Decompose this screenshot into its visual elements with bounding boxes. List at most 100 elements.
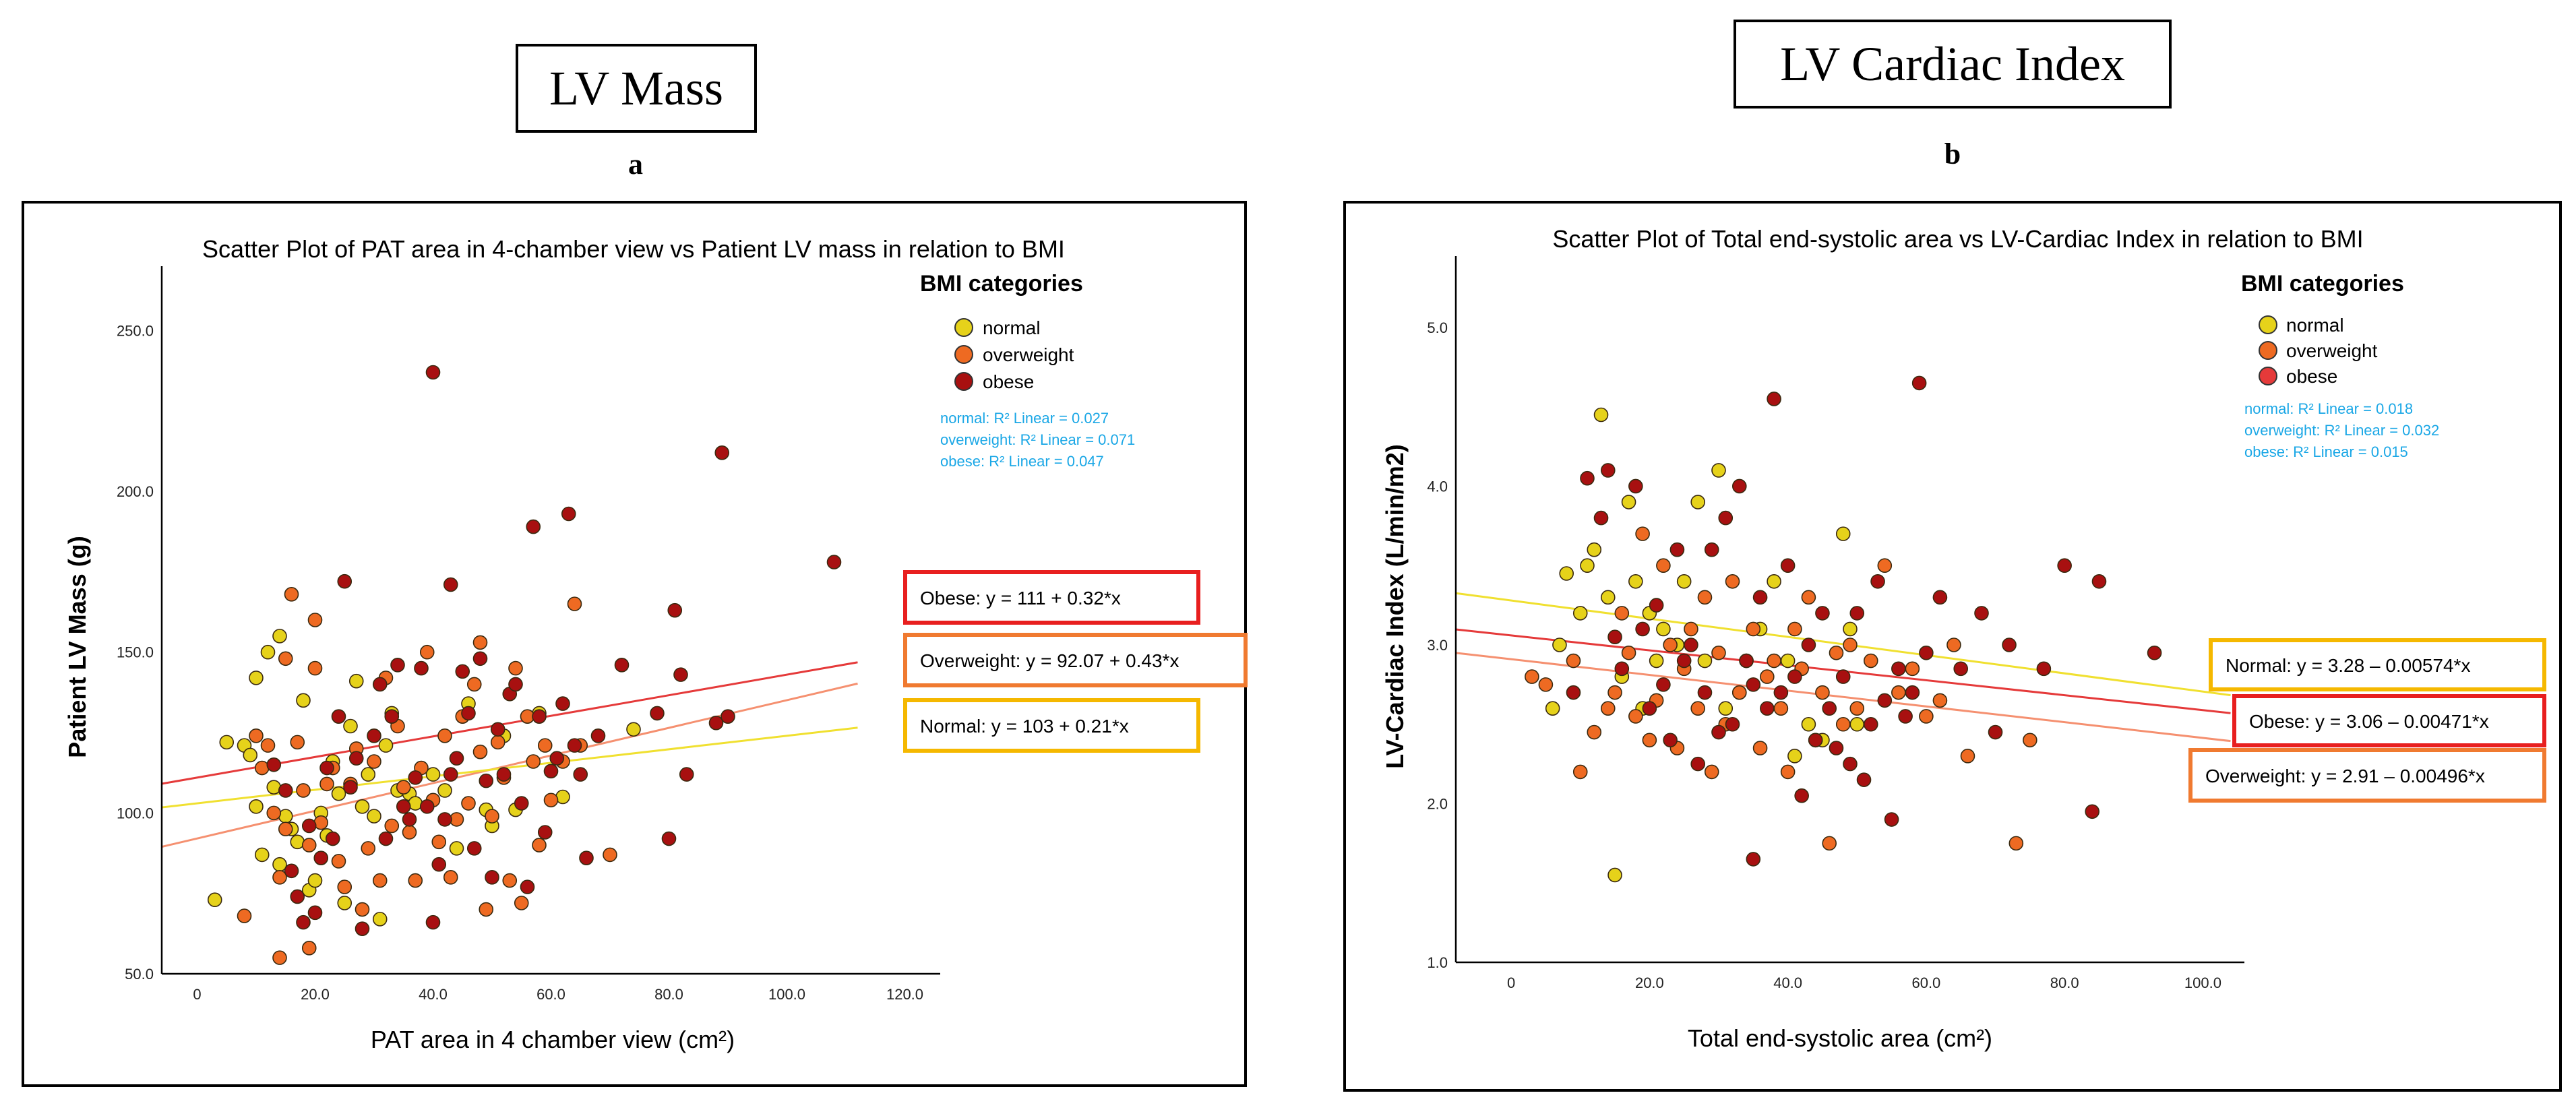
plot-b-legend-title: BMI categories xyxy=(2241,271,2404,297)
plot-a-eq-obese: Obese: y = 111 + 0.32*x xyxy=(920,588,1121,609)
plot-b-r2-overweight: overweight: R² Linear = 0.032 xyxy=(2244,422,2439,439)
plot-b-eq-normal: Normal: y = 3.28 – 0.00574*x xyxy=(2226,655,2470,676)
b-point-obese xyxy=(1856,772,1872,787)
plot-a-r2-overweight: overweight: R² Linear = 0.071 xyxy=(940,431,1135,448)
a-point-obese xyxy=(614,658,630,673)
a-point-obese xyxy=(284,863,299,879)
b-point-overweight xyxy=(1566,653,1581,669)
a-point-obese xyxy=(331,709,346,724)
plot-b-r2-obese: obese: R² Linear = 0.015 xyxy=(2244,443,2408,460)
a-point-obese xyxy=(520,879,535,894)
a-point-normal xyxy=(307,873,323,888)
a-point-obese xyxy=(532,709,547,724)
b-x-tick-label: 0 xyxy=(1507,974,1515,991)
a-point-overweight xyxy=(266,805,282,821)
b-point-obese xyxy=(1780,558,1796,573)
a-point-overweight xyxy=(301,838,317,852)
a-y-tick-label: 50.0 xyxy=(125,966,154,983)
b-point-normal xyxy=(1676,573,1692,589)
a-point-obese xyxy=(390,658,405,673)
a-point-overweight xyxy=(443,870,458,885)
plot-b-points xyxy=(1525,375,2162,883)
a-point-obese xyxy=(408,770,423,785)
a-point-obese xyxy=(714,445,730,460)
a-point-overweight xyxy=(361,841,376,856)
b-point-obese xyxy=(1725,716,1740,732)
b-point-overweight xyxy=(1731,685,1747,700)
b-point-overweight xyxy=(1538,677,1554,692)
a-point-obese xyxy=(461,706,476,721)
b-point-normal xyxy=(1767,573,1781,589)
a-point-obese xyxy=(419,799,435,814)
b-point-obese xyxy=(1649,598,1664,613)
b-point-obese xyxy=(1905,685,1920,700)
plot-a-eq-box-overweight xyxy=(903,633,1248,687)
a-point-obese xyxy=(526,519,541,534)
a-point-obese xyxy=(496,767,512,782)
plot-b-eq-obese: Obese: y = 3.06 – 0.00471*x xyxy=(2249,711,2489,732)
a-point-obese xyxy=(549,751,565,766)
a-point-obese xyxy=(290,889,305,904)
b-point-overweight xyxy=(1843,638,1858,652)
a-point-obese xyxy=(537,825,553,840)
b-point-overweight xyxy=(1849,701,1865,716)
a-point-normal xyxy=(449,841,464,856)
a-point-obese xyxy=(826,555,842,569)
a-point-obese xyxy=(543,764,559,779)
a-point-overweight xyxy=(502,873,518,888)
a-point-normal xyxy=(626,722,641,737)
a-point-obese xyxy=(555,696,570,711)
b-point-normal xyxy=(1593,407,1609,423)
b-point-normal xyxy=(1690,495,1706,509)
a-point-obese xyxy=(343,780,358,795)
a-point-normal xyxy=(243,747,258,763)
plot-b-eq-overweight: Overweight: y = 2.91 – 0.00496*x xyxy=(2205,766,2485,786)
b-point-overweight xyxy=(1773,701,1789,716)
a-fit-line-overweight xyxy=(161,682,858,848)
a-point-obese xyxy=(319,760,334,776)
a-point-obese xyxy=(348,751,364,766)
b-point-overweight xyxy=(1780,764,1796,780)
a-point-obese xyxy=(296,914,311,930)
a-y-tick-label: 150.0 xyxy=(117,644,154,661)
b-point-overweight xyxy=(1525,669,1539,684)
b-x-tick-label: 80.0 xyxy=(2050,974,2079,991)
b-point-obese xyxy=(1863,716,1878,732)
a-point-obese xyxy=(667,602,683,618)
b-point-obese xyxy=(1635,621,1650,637)
b-point-overweight xyxy=(1697,590,1713,605)
plot-b-eq-box-obese xyxy=(2232,694,2546,747)
a-point-overweight xyxy=(479,902,494,917)
a-point-obese xyxy=(485,870,499,885)
a-point-normal xyxy=(249,671,264,685)
a-x-tick-label: 40.0 xyxy=(419,986,448,1003)
b-point-normal xyxy=(1849,716,1865,732)
b-point-overweight xyxy=(1711,645,1726,660)
a-point-overweight xyxy=(272,950,287,965)
a-point-normal xyxy=(272,629,287,644)
a-point-obese xyxy=(720,709,735,724)
b-point-obese xyxy=(1718,510,1734,526)
a-point-overweight xyxy=(603,847,617,863)
a-point-normal xyxy=(367,809,381,824)
a-point-obese xyxy=(567,738,582,753)
a-point-obese xyxy=(661,831,677,846)
b-y-tick-label: 4.0 xyxy=(1427,478,1448,495)
plot-b-legend-marker-overweight xyxy=(2259,341,2277,360)
b-x-tick-label: 40.0 xyxy=(1773,974,1802,991)
a-point-overweight xyxy=(355,902,370,917)
a-point-normal xyxy=(372,912,388,927)
b-point-normal xyxy=(1580,558,1595,573)
plot-b-eq-box-normal xyxy=(2209,638,2546,691)
plot-a-eq-normal: Normal: y = 103 + 0.21*x xyxy=(920,716,1129,737)
b-point-normal xyxy=(1559,566,1574,581)
a-point-obese xyxy=(679,767,694,782)
a-point-overweight xyxy=(437,728,452,743)
a-point-obese xyxy=(479,773,494,788)
b-point-overweight xyxy=(1822,836,1837,851)
b-point-overweight xyxy=(1607,685,1622,700)
a-point-obese xyxy=(449,751,464,766)
plot-a-eq-box-obese xyxy=(903,570,1200,625)
a-point-normal xyxy=(207,892,222,908)
a-point-obese xyxy=(673,667,688,682)
